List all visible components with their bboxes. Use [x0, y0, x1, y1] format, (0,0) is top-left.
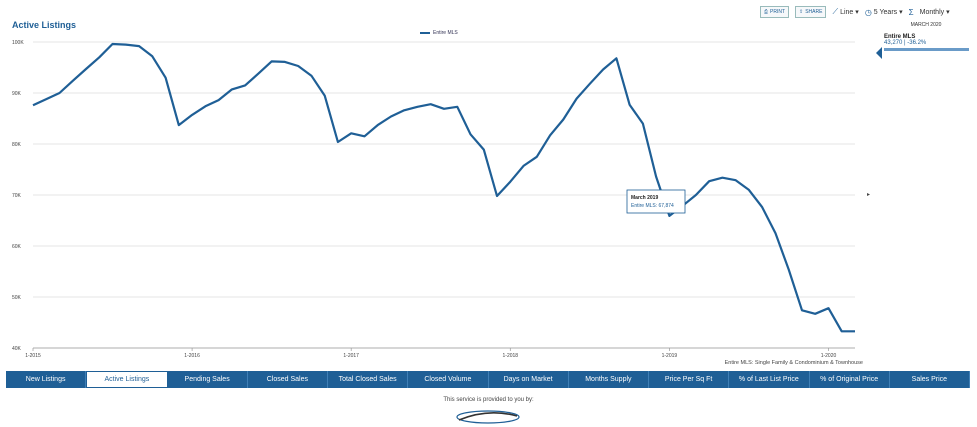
x-tick-label: 1-2015 [25, 353, 41, 359]
legend-swatch [420, 32, 430, 34]
chart-legend[interactable]: Entire MLS [420, 30, 458, 36]
share-icon: ⇪ [799, 9, 804, 15]
period-dropdown[interactable]: ◷ 5 Years ▾ [864, 7, 903, 17]
share-button[interactable]: ⇪ SHARE [795, 6, 827, 18]
chevron-down-icon: ▾ [946, 9, 950, 16]
side-panel-value: 43,270 | -36.2% [884, 40, 927, 46]
side-panel: MARCH 2020 Entire MLS 43,270 | -36.2% [876, 22, 969, 59]
tab-closed-volume[interactable]: Closed Volume [408, 371, 489, 388]
y-tick-label: 40K [12, 346, 22, 352]
y-tick-label: 50K [12, 295, 22, 301]
y-tick-label: 80K [12, 142, 22, 148]
frequency-dropdown[interactable]: Monthly ▾ [919, 8, 950, 17]
x-tick-label: 1-2018 [503, 353, 519, 359]
tab-months-supply[interactable]: Months Supply [569, 371, 649, 388]
chart-title: Active Listings [12, 20, 77, 30]
tooltip: March 2019 Entire MLS: 67,874 [626, 189, 686, 214]
pointer-arrow-icon [876, 47, 882, 59]
x-tick-label: 1-2020 [821, 353, 837, 359]
side-panel-card[interactable]: Entire MLS 43,270 | -36.2% [876, 34, 969, 59]
y-tick-label: 90K [12, 91, 22, 97]
y-tick-label: 100K [12, 40, 24, 46]
chart-type-dropdown[interactable]: ⟋ Line ▾ [832, 7, 859, 16]
tab-of-last-list-price[interactable]: % of Last List Price [729, 371, 810, 388]
x-tick-label: 1-2019 [662, 353, 678, 359]
tab-days-on-market[interactable]: Days on Market [489, 371, 569, 388]
sigma-button[interactable]: Σ [909, 8, 914, 17]
sigma-icon: Σ [908, 7, 914, 17]
tab-new-listings[interactable]: New Listings [6, 371, 87, 388]
tab-sales-price[interactable]: Sales Price [890, 371, 970, 388]
tooltip-value: Entire MLS: 67,874 [631, 203, 674, 209]
y-axis-ticks: 40K 50K 60K 70K 80K 90K 100K [12, 40, 24, 352]
print-button[interactable]: ⎙ PRINT [760, 6, 790, 18]
toolbar: ⎙ PRINT ⇪ SHARE ⟋ Line ▾ ◷ 5 Years ▾ Σ M… [760, 6, 950, 18]
legend-label: Entire MLS [433, 30, 458, 36]
provided-by-text: This service is provided to you by: [443, 397, 534, 403]
line-chart-icon: ⟋ [832, 7, 839, 16]
collapse-panel-icon[interactable]: ▸ [867, 192, 871, 198]
printer-icon: ⎙ [764, 9, 769, 15]
chevron-down-icon: ▾ [899, 9, 903, 16]
clock-icon: ◷ [864, 7, 872, 17]
series-line-entire-mls[interactable] [32, 42, 855, 333]
y-tick-label: 70K [12, 193, 22, 199]
grid-layer [33, 41, 855, 349]
y-tick-label: 60K [12, 244, 22, 250]
x-tick-label: 1-2017 [343, 353, 359, 359]
tooltip-box [626, 189, 686, 214]
x-axis-ticks: 1-2015 1-2016 1-2017 1-2018 1-2019 1-2020 [25, 348, 836, 359]
tab-of-original-price[interactable]: % of Original Price [810, 371, 890, 388]
side-panel-date: MARCH 2020 [910, 22, 942, 28]
chevron-down-icon: ▾ [855, 9, 859, 16]
tab-closed-sales[interactable]: Closed Sales [248, 371, 328, 388]
side-panel-bar [884, 48, 969, 51]
source-note: Entire MLS: Single Family & Condominium … [725, 360, 863, 366]
tab-pending-sales[interactable]: Pending Sales [168, 371, 248, 388]
crmls-logo [456, 410, 520, 424]
tab-total-closed-sales[interactable]: Total Closed Sales [328, 371, 409, 388]
tab-price-per-sq-ft[interactable]: Price Per Sq Ft [649, 371, 730, 388]
x-tick-label: 1-2016 [184, 353, 200, 359]
side-panel-series: Entire MLS [884, 34, 916, 40]
metric-tabs: New Listings Active Listings Pending Sales… [6, 371, 970, 388]
tab-active-listings[interactable]: Active Listings [86, 371, 168, 388]
tooltip-date: March 2019 [631, 195, 658, 201]
